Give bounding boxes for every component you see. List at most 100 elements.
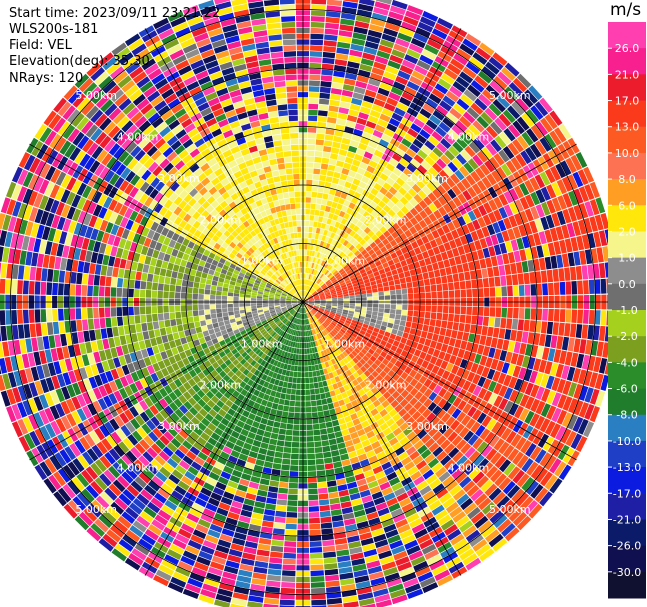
range-gate [354,347,361,354]
range-gate [271,313,277,317]
range-gate [473,260,481,270]
range-gate [75,308,82,320]
range-gate [271,539,284,547]
range-gate [265,334,271,340]
range-gate [280,299,286,301]
range-gate [474,75,489,89]
range-gate [359,0,375,7]
range-gate [308,303,314,306]
range-gate [306,312,310,318]
range-gate [466,107,480,120]
range-gate [343,264,349,270]
range-gate [285,333,290,340]
range-gate [400,350,408,358]
range-gate [465,557,482,571]
range-gate [17,385,28,401]
range-gate [428,325,435,333]
range-gate [323,46,337,53]
range-gate [363,219,371,227]
range-gate [124,557,141,571]
range-gate [404,366,413,375]
range-gate [260,399,268,407]
range-gate [44,392,55,407]
range-gate [382,204,391,213]
range-gate [312,245,317,251]
range-gate [474,515,489,529]
range-gate [335,286,341,291]
range-gate [436,227,445,237]
range-gate [377,316,383,321]
range-gate [125,506,139,520]
range-gate [184,329,191,337]
range-gate [371,362,379,370]
range-gate [381,400,390,409]
range-gate [316,312,322,316]
range-gate [85,466,99,480]
range-gate [315,327,320,334]
range-gate [411,322,418,329]
range-gate [399,96,412,107]
range-gate [426,38,442,50]
range-gate [300,331,303,337]
range-gate [96,362,105,374]
range-gate [399,172,409,182]
range-gate [427,135,440,147]
range-gate [508,188,519,201]
range-gate [579,250,587,265]
range-gate [338,223,345,230]
range-gate [314,233,320,240]
range-gate [562,193,573,208]
range-gate [113,520,129,534]
range-gate [546,269,554,283]
range-gate [261,472,271,480]
range-gate [490,451,502,465]
range-gate [334,130,344,137]
range-gate [199,315,206,321]
range-gate [370,18,386,27]
range-gate [227,296,233,300]
range-gate [385,65,399,75]
range-gate [119,335,127,346]
range-gate [320,303,326,305]
range-gate [308,318,311,324]
range-gate [421,235,430,244]
range-gate [503,374,512,387]
range-gate [243,546,257,555]
range-gate [169,340,177,349]
range-gate [558,464,572,481]
range-gate [577,280,584,295]
range-gate [299,307,302,313]
range-gate [428,213,437,223]
range-gate [540,471,553,487]
range-gate [376,319,382,325]
range-gate [280,303,286,305]
range-gate [416,238,424,247]
range-gate [347,535,360,543]
range-gate [334,59,348,67]
range-gate [175,311,182,319]
range-gate [235,370,243,378]
range-gate [328,212,334,220]
range-gate [273,360,279,367]
range-gate [410,470,422,481]
range-gate [324,361,330,368]
range-gate [279,481,289,488]
range-gate [274,299,280,302]
range-gate [310,341,314,348]
range-gate [498,206,508,219]
range-gate [227,331,235,337]
range-gate [313,358,318,365]
range-gate [135,350,143,361]
range-gate [314,270,318,276]
range-gate [457,348,465,359]
range-gate [485,125,498,139]
range-gate [149,405,159,416]
range-gate [230,322,237,328]
range-gate [178,444,189,455]
range-gate [187,310,193,317]
range-gate [326,5,342,12]
range-gate [55,388,65,403]
range-gate [245,338,252,345]
range-gate [336,393,343,401]
range-gate [409,387,419,397]
